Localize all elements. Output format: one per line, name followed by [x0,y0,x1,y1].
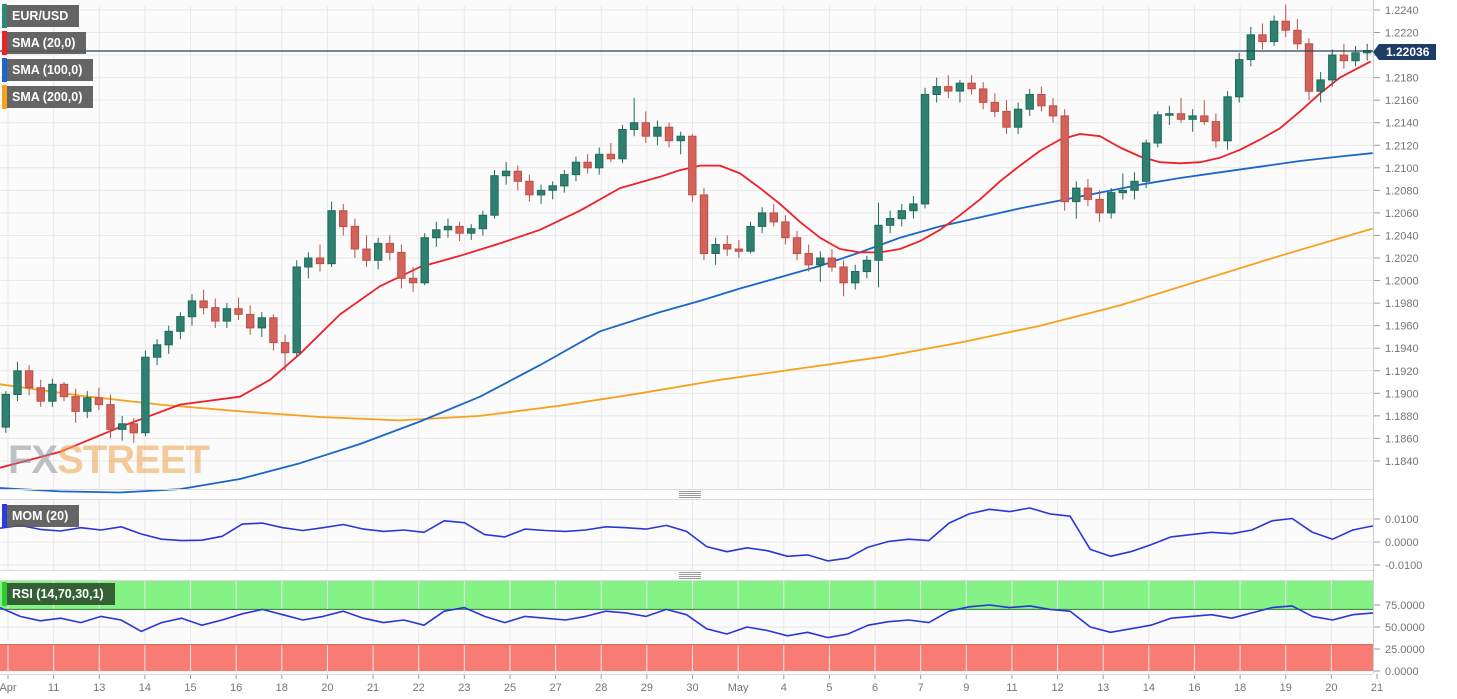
svg-text:29: 29 [641,682,653,694]
svg-text:16: 16 [230,682,242,694]
svg-text:Apr: Apr [0,682,17,694]
svg-text:May: May [728,682,749,694]
svg-text:1.1940: 1.1940 [1385,343,1419,355]
svg-text:1.2060: 1.2060 [1385,208,1419,220]
svg-text:13: 13 [93,682,105,694]
svg-text:75.0000: 75.0000 [1385,600,1425,612]
svg-text:1.1980: 1.1980 [1385,298,1419,310]
svg-text:19: 19 [1280,682,1292,694]
svg-text:27: 27 [549,682,561,694]
svg-text:21: 21 [367,682,379,694]
svg-text:16: 16 [1188,682,1200,694]
sma200-color-bar-icon [2,85,7,109]
svg-text:14: 14 [1143,682,1155,694]
svg-text:50.0000: 50.0000 [1385,622,1425,634]
svg-text:1.1920: 1.1920 [1385,366,1419,378]
svg-text:1.1960: 1.1960 [1385,321,1419,333]
svg-text:0.0000: 0.0000 [1385,666,1419,678]
svg-text:1.2180: 1.2180 [1385,73,1419,85]
svg-text:18: 18 [1234,682,1246,694]
current-price-badge: 1.22036 [1372,44,1437,60]
svg-text:1.1860: 1.1860 [1385,433,1419,445]
svg-text:30: 30 [686,682,698,694]
svg-text:1.2100: 1.2100 [1385,163,1419,175]
sma100-label: SMA (100,0) [12,63,83,77]
svg-text:23: 23 [458,682,470,694]
svg-text:15: 15 [184,682,196,694]
rsi-label: RSI (14,70,30,1) [12,587,104,601]
panel-splitter-main-mom[interactable] [679,491,701,498]
svg-text:0.0100: 0.0100 [1385,514,1419,526]
svg-text:1.2240: 1.2240 [1385,5,1419,17]
symbol-color-bar-icon [2,4,7,28]
mom-label: MOM (20) [12,509,69,523]
svg-text:11: 11 [1006,682,1017,694]
svg-text:1.2140: 1.2140 [1385,118,1419,130]
svg-text:5: 5 [826,682,832,694]
svg-text:6: 6 [872,682,878,694]
svg-text:18: 18 [276,682,288,694]
legend-rsi-badge: RSI (14,70,30,1) [2,582,115,606]
svg-text:28: 28 [595,682,607,694]
svg-text:20: 20 [1325,682,1337,694]
legend-sma100-badge: SMA (100,0) [2,58,94,82]
svg-text:11: 11 [48,682,59,694]
svg-text:1.1880: 1.1880 [1385,411,1419,423]
sma20-label: SMA (20,0) [12,36,76,50]
svg-text:1.1900: 1.1900 [1385,388,1419,400]
legend-sma20-badge: SMA (20,0) [2,31,87,55]
svg-text:25.0000: 25.0000 [1385,644,1425,656]
svg-text:20: 20 [321,682,333,694]
svg-text:1.1840: 1.1840 [1385,456,1419,468]
svg-text:1.2080: 1.2080 [1385,185,1419,197]
sma200-label: SMA (200,0) [12,90,83,104]
svg-text:4: 4 [781,682,787,694]
svg-text:25: 25 [504,682,516,694]
fxstreet-watermark: FXSTREET [8,438,210,483]
svg-text:9: 9 [963,682,969,694]
svg-text:1.2120: 1.2120 [1385,140,1419,152]
watermark-street: STREET [57,438,210,482]
svg-text:7: 7 [918,682,924,694]
svg-text:0.0000: 0.0000 [1385,537,1419,549]
sma20-color-bar-icon [2,31,7,55]
svg-text:1.2220: 1.2220 [1385,28,1419,40]
symbol-badge: EUR/USD [2,4,80,28]
panel-splitter-mom-rsi[interactable] [679,572,701,579]
svg-text:1.2040: 1.2040 [1385,230,1419,242]
svg-text:13: 13 [1097,682,1109,694]
svg-text:-0.0100: -0.0100 [1385,560,1422,572]
svg-text:12: 12 [1051,682,1063,694]
svg-text:1.2160: 1.2160 [1385,95,1419,107]
sma100-color-bar-icon [2,58,7,82]
svg-text:14: 14 [139,682,151,694]
rsi-color-bar-icon [2,582,7,606]
symbol-label: EUR/USD [12,9,69,23]
watermark-fx: FX [8,438,58,482]
legend-sma200-badge: SMA (200,0) [2,85,94,109]
mom-color-bar-icon [2,504,7,528]
svg-text:21: 21 [1371,682,1383,694]
svg-text:22: 22 [413,682,425,694]
svg-text:1.2000: 1.2000 [1385,276,1419,288]
legend-mom-badge: MOM (20) [2,504,80,528]
svg-text:1.2020: 1.2020 [1385,253,1419,265]
